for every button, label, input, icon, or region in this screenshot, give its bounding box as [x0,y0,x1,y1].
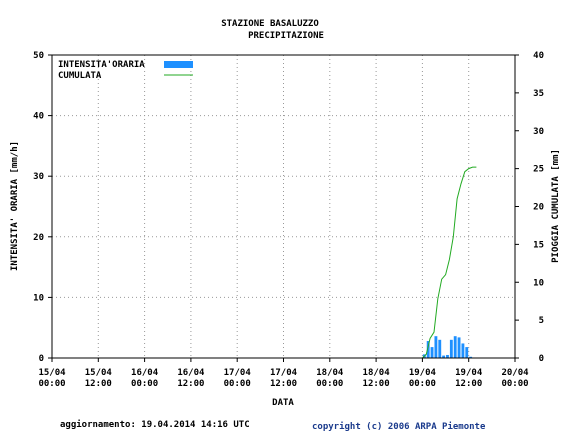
y-tick-label: 0 [39,354,44,364]
intensity-bar [434,336,438,358]
y2-tick-label: 20 [533,203,544,213]
y2-tick-label: 0 [539,354,544,364]
right-axis-ticks: 0 5 10 15 20 25 30 35 40 [515,51,544,364]
x-axis-ticks: 15/0400:0015/0412:0016/0400:0016/0412:00… [38,358,529,389]
y-tick-label: 50 [33,51,44,61]
chart-title: STAZIONE BASALUZZO [221,19,319,29]
legend: INTENSITA'ORARIA CUMULATA [58,60,193,81]
x-tick-time: 00:00 [131,379,158,389]
x-tick-date: 17/04 [224,368,252,378]
y2-axis-label: PIOGGIA CUMULATA [mm] [551,149,561,263]
x-tick-date: 16/04 [131,368,159,378]
x-tick-time: 12:00 [177,379,204,389]
chart-subtitle: PRECIPITAZIONE [248,31,324,41]
x-tick-time: 12:00 [363,379,390,389]
y2-tick-label: 35 [533,89,544,99]
y-tick-label: 10 [33,293,44,303]
plot-frame [51,54,516,359]
legend-label-intensity: INTENSITA'ORARIA [58,60,145,70]
intensity-bars [422,336,473,358]
x-tick-date: 15/04 [85,368,113,378]
left-axis-ticks: 0 10 20 30 40 50 [33,51,52,364]
intensity-bar [438,339,442,358]
y-axis-label: INTENSITA' ORARIA [mm/h] [10,141,20,271]
x-tick-date: 16/04 [177,368,205,378]
x-tick-date: 19/04 [409,368,437,378]
intensity-bar [430,347,434,358]
y2-tick-label: 5 [539,316,544,326]
copyright-notice: copyright (c) 2006 ARPA Piemonte [312,421,486,432]
x-tick-date: 19/04 [455,368,483,378]
x-tick-time: 00:00 [316,379,343,389]
x-tick-time: 12:00 [270,379,297,389]
x-tick-time: 00:00 [38,379,65,389]
cumulative-line [422,166,477,359]
intensity-bar [469,356,473,358]
intensity-bar [461,343,465,358]
x-tick-date: 17/04 [270,368,298,378]
update-timestamp: aggiornamento: 19.04.2014 14:16 UTC [60,419,250,430]
intensity-bar [449,339,453,358]
x-axis-label: DATA [272,398,294,408]
y2-tick-label: 10 [533,278,544,288]
legend-label-cumulative: CUMULATA [58,71,102,81]
x-tick-time: 00:00 [224,379,251,389]
intensity-bar [426,341,430,358]
intensity-bar [457,337,461,358]
x-tick-time: 00:00 [501,379,528,389]
y2-tick-label: 25 [533,165,544,175]
x-tick-date: 18/04 [363,368,391,378]
y-tick-label: 30 [33,172,44,182]
y2-tick-label: 40 [533,51,544,61]
intensity-bar [442,355,446,358]
x-tick-date: 20/04 [501,368,529,378]
intensity-bar [453,336,457,358]
grid [52,55,515,358]
y-tick-label: 20 [33,233,44,243]
x-tick-time: 12:00 [85,379,112,389]
intensity-bar [465,347,469,358]
x-tick-date: 15/04 [38,368,66,378]
x-tick-time: 00:00 [409,379,436,389]
x-tick-date: 18/04 [316,368,344,378]
legend-swatch-intensity [164,61,193,68]
y-tick-label: 40 [33,112,44,122]
intensity-bar [446,354,449,358]
y2-tick-label: 30 [533,127,544,137]
x-tick-time: 12:00 [455,379,482,389]
y2-tick-label: 15 [533,240,544,250]
